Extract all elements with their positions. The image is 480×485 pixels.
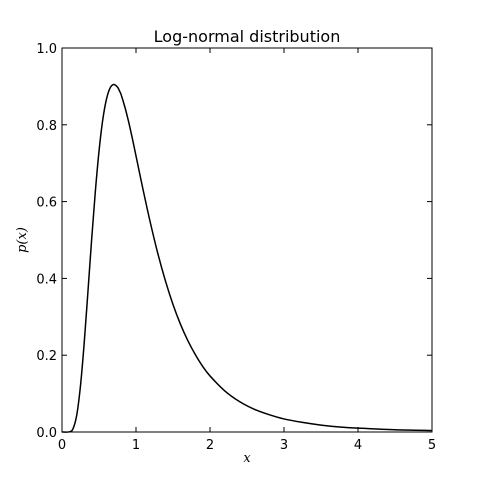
- y-tick-label: 1.0: [36, 42, 57, 57]
- y-tick-label: 0.0: [36, 426, 57, 441]
- x-axis-label: x: [243, 451, 251, 466]
- chart-title: Log-normal distribution: [154, 27, 341, 46]
- series-layer: [61, 83, 433, 433]
- x-tick-label: 4: [354, 438, 362, 453]
- axis-ticks: [61, 47, 433, 433]
- y-tick-label: 0.4: [36, 272, 57, 287]
- axis-tick-labels: 0 1 2 3 4 5 0.0 0.2 0.4 0.6 0.8 1.0: [36, 42, 436, 453]
- x-tick-label: 5: [428, 438, 436, 453]
- y-tick-label: 0.8: [36, 119, 57, 134]
- plot-frame: [61, 47, 433, 433]
- x-tick-label: 2: [206, 438, 214, 453]
- y-tick-label: 0.2: [36, 349, 57, 364]
- x-tick-label: 3: [280, 438, 288, 453]
- density-curve: [61, 83, 433, 433]
- y-axis-label: p(x): [15, 227, 30, 253]
- x-tick-label: 1: [132, 438, 140, 453]
- y-tick-label: 0.6: [36, 196, 57, 211]
- x-tick-label: 0: [58, 438, 66, 453]
